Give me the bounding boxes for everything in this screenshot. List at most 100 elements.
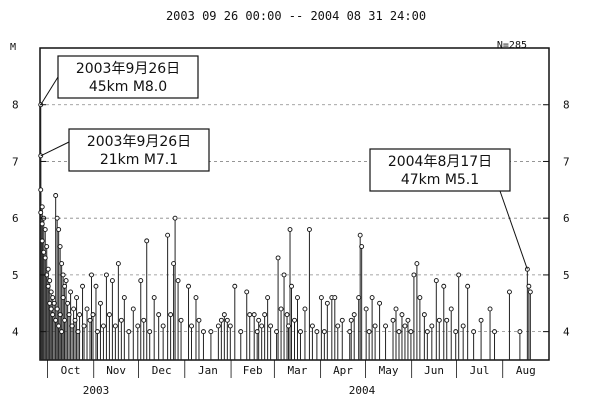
annotation-leader-1 xyxy=(40,76,59,105)
event-marker xyxy=(506,289,512,295)
month-label-jun: Jun xyxy=(424,364,444,377)
event-marker xyxy=(68,289,74,295)
event-marker xyxy=(251,312,257,318)
event-marker xyxy=(321,329,327,335)
event-marker xyxy=(436,317,442,323)
event-marker xyxy=(453,329,459,335)
event-marker xyxy=(339,317,345,323)
event-marker xyxy=(357,232,363,238)
event-marker xyxy=(456,272,462,278)
event-marker xyxy=(262,312,268,318)
event-marker xyxy=(47,300,53,306)
y-tick-label-left-6: 6 xyxy=(12,212,19,225)
event-marker xyxy=(274,329,280,335)
event-marker xyxy=(399,312,405,318)
event-marker xyxy=(366,329,372,335)
event-marker xyxy=(90,312,96,318)
event-marker xyxy=(59,329,65,335)
event-marker xyxy=(232,283,238,289)
event-marker xyxy=(408,329,414,335)
event-marker xyxy=(50,295,56,301)
event-marker xyxy=(244,289,250,295)
event-marker xyxy=(115,261,121,267)
event-marker xyxy=(57,312,63,318)
event-marker xyxy=(526,283,532,289)
event-marker xyxy=(275,255,281,261)
event-marker xyxy=(53,317,59,323)
event-marker xyxy=(147,329,153,335)
event-marker xyxy=(444,317,450,323)
event-marker xyxy=(318,295,324,301)
chart-title: 2003 09 26 00:00 -- 2004 08 31 24:00 xyxy=(166,9,426,23)
event-marker xyxy=(189,323,194,329)
event-marker xyxy=(390,317,396,323)
event-marker xyxy=(53,193,59,198)
event-marker xyxy=(81,323,87,329)
event-marker xyxy=(48,289,54,295)
annotation-detail-3: 47km M5.1 xyxy=(401,172,479,188)
event-marker xyxy=(254,329,260,335)
event-marker xyxy=(84,306,90,312)
y-tick-label-left-4: 4 xyxy=(12,326,19,339)
x-axis: Oct Nov Dec Jan Feb Mar Apr May Jun Jul Aug 2003 200… xyxy=(47,360,536,397)
event-marker xyxy=(324,300,330,306)
event-marker xyxy=(39,238,45,244)
event-marker xyxy=(527,289,533,295)
event-marker xyxy=(38,210,44,215)
event-marker xyxy=(351,312,357,318)
event-marker xyxy=(295,295,300,301)
event-marker xyxy=(289,283,294,289)
event-marker xyxy=(109,278,115,284)
event-marker xyxy=(95,329,100,335)
event-marker xyxy=(186,283,191,289)
event-marker xyxy=(80,283,85,289)
event-marker xyxy=(72,317,78,323)
event-marker xyxy=(417,295,423,301)
event-marker xyxy=(60,295,66,301)
event-marker xyxy=(259,323,265,329)
event-marker xyxy=(65,300,71,306)
event-markers xyxy=(38,102,533,335)
month-label-mar: Mar xyxy=(288,364,308,377)
event-marker xyxy=(372,323,378,329)
annotations: 2003年9月26日 45km M8.0 2003年9月26日 21km M7.1 20… xyxy=(40,55,528,270)
event-marker xyxy=(448,306,454,312)
y-tick-label-right-6: 6 xyxy=(563,212,570,225)
event-marker xyxy=(383,323,389,329)
event-marker xyxy=(50,312,56,318)
event-marker xyxy=(256,317,262,323)
event-marker xyxy=(160,323,166,329)
event-marker xyxy=(414,261,420,267)
event-marker xyxy=(347,329,353,335)
y-tick-label-right-7: 7 xyxy=(563,155,570,168)
event-marker xyxy=(247,312,253,318)
y-tick-label-right-8: 8 xyxy=(563,99,570,112)
event-marker xyxy=(69,323,75,329)
event-marker xyxy=(54,306,60,312)
event-marker xyxy=(314,329,320,335)
event-marker xyxy=(60,272,66,278)
event-marker xyxy=(402,323,408,329)
event-marker xyxy=(93,283,99,289)
event-marker xyxy=(71,306,77,312)
event-marker xyxy=(424,329,430,335)
event-marker xyxy=(126,329,132,335)
event-marker xyxy=(359,244,365,249)
event-marker xyxy=(74,295,80,301)
event-marker xyxy=(218,317,224,323)
event-marker xyxy=(56,227,62,232)
event-marker xyxy=(66,312,72,318)
month-label-oct: Oct xyxy=(61,364,81,377)
event-marker xyxy=(429,323,435,329)
annotation-detail-1: 45km M8.0 xyxy=(89,79,167,95)
event-count-label: N=285 xyxy=(497,40,527,51)
month-label-dec: Dec xyxy=(152,364,172,377)
event-marker xyxy=(171,261,177,267)
event-marker xyxy=(77,312,83,318)
event-marker xyxy=(208,329,214,335)
event-marker xyxy=(56,323,62,329)
event-marker xyxy=(227,323,233,329)
event-marker xyxy=(265,295,271,301)
month-label-may: May xyxy=(379,364,399,377)
event-marker xyxy=(517,329,523,335)
